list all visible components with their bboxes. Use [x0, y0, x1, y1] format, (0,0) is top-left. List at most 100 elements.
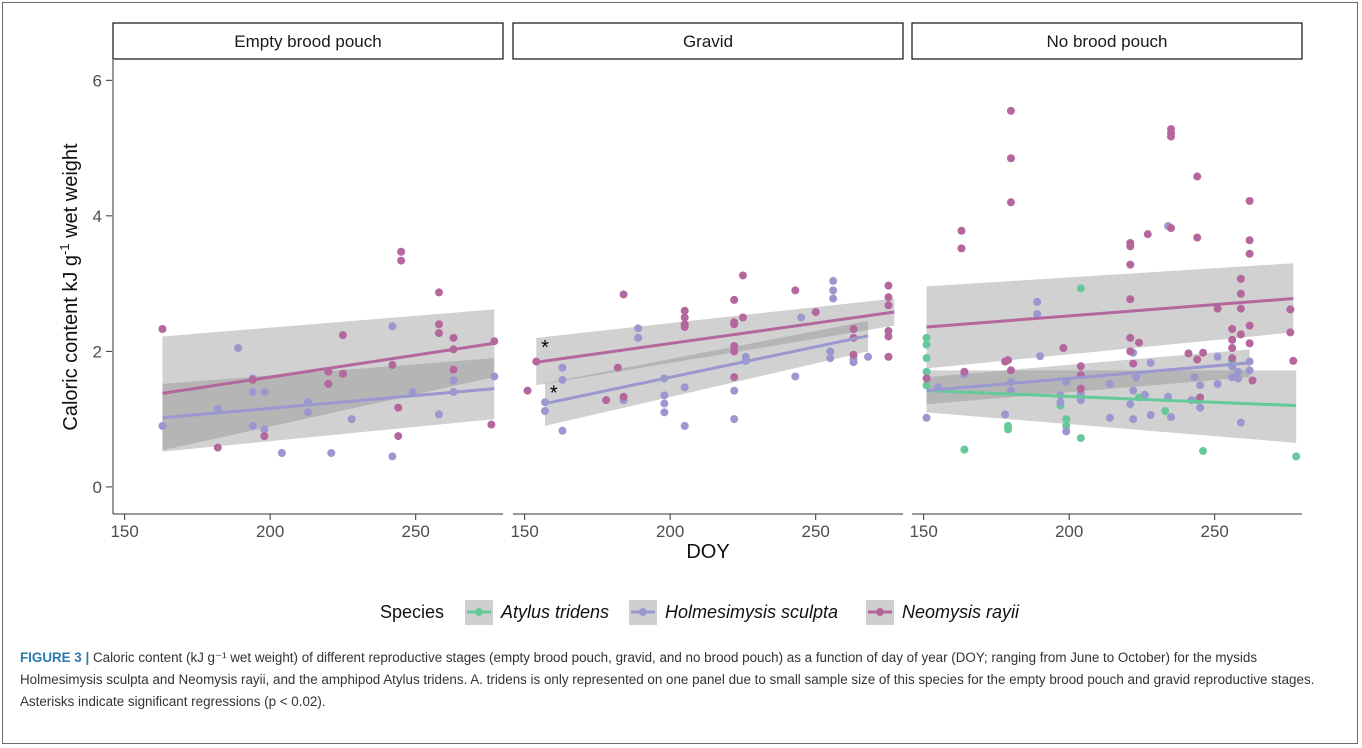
data-point	[248, 421, 257, 430]
data-point	[634, 333, 643, 342]
data-point	[730, 295, 739, 304]
legend-key-point	[475, 608, 483, 616]
data-point	[829, 276, 838, 285]
data-point	[324, 379, 333, 388]
data-point	[922, 367, 931, 376]
y-tick-label: 4	[93, 207, 102, 226]
data-point	[730, 373, 739, 382]
data-point	[277, 449, 286, 458]
data-point	[1193, 233, 1202, 242]
regression-line	[536, 310, 895, 364]
data-point	[1146, 411, 1155, 420]
data-point	[1245, 196, 1254, 205]
data-point	[960, 367, 969, 376]
x-tick-label: 250	[1200, 522, 1228, 541]
data-point	[922, 340, 931, 349]
data-point	[558, 363, 567, 372]
data-point	[1193, 172, 1202, 181]
data-point	[957, 244, 966, 253]
data-point	[1228, 335, 1237, 344]
data-point	[449, 333, 458, 342]
x-tick-label: 250	[801, 522, 829, 541]
data-point	[260, 432, 269, 441]
data-point	[1193, 355, 1202, 364]
data-point	[1076, 362, 1085, 371]
data-point	[388, 322, 397, 331]
data-point	[1233, 374, 1242, 383]
data-point	[1161, 407, 1170, 416]
significance-asterisk: *	[541, 337, 549, 359]
data-point	[1213, 304, 1222, 313]
data-point	[248, 388, 257, 397]
data-point	[960, 445, 969, 454]
y-tick-label: 0	[93, 478, 102, 497]
x-tick-label: 150	[110, 522, 138, 541]
data-point	[347, 415, 356, 424]
data-point	[634, 324, 643, 333]
data-point	[1228, 343, 1237, 352]
x-tick-label: 200	[1055, 522, 1083, 541]
data-point	[338, 331, 347, 340]
caption-label: FIGURE 3 |	[20, 650, 90, 665]
data-point	[1190, 373, 1199, 382]
data-point	[1001, 410, 1010, 419]
data-point	[338, 369, 347, 378]
data-point	[811, 308, 820, 317]
data-point	[619, 392, 628, 401]
data-point	[1004, 356, 1013, 365]
data-point	[434, 288, 443, 297]
data-point	[1006, 198, 1015, 207]
data-point	[738, 271, 747, 280]
panel-strip	[112, 22, 504, 60]
data-point	[849, 350, 858, 359]
data-point	[730, 347, 739, 356]
data-point	[158, 421, 167, 430]
data-point	[864, 352, 873, 361]
data-point	[884, 293, 893, 302]
x-tick-label: 150	[909, 522, 937, 541]
data-point	[394, 403, 403, 412]
data-point	[434, 329, 443, 338]
data-point	[397, 256, 406, 265]
data-point	[1033, 310, 1042, 319]
regression-line	[926, 361, 1250, 393]
regression-line	[926, 297, 1294, 329]
data-point	[397, 247, 406, 256]
data-point	[922, 333, 931, 342]
data-point	[1184, 349, 1193, 358]
data-point	[487, 420, 496, 429]
panel-title: Empty brood pouch	[234, 32, 381, 51]
data-point	[1126, 347, 1135, 356]
y-tick-label: 6	[93, 71, 102, 90]
regression-line	[162, 387, 495, 420]
data-point	[1126, 260, 1135, 269]
data-point	[1126, 333, 1135, 342]
data-point	[1146, 358, 1155, 367]
data-point	[884, 281, 893, 290]
data-point	[434, 320, 443, 329]
data-point	[602, 396, 611, 405]
data-point	[1236, 274, 1245, 283]
data-point	[922, 381, 931, 390]
data-point	[1167, 413, 1176, 422]
data-point	[730, 320, 739, 329]
data-point	[1132, 373, 1141, 382]
data-point	[1036, 352, 1045, 361]
y-tick-label: 2	[93, 342, 102, 361]
caption-text: Caloric content (kJ g⁻¹ wet weight) of d…	[20, 650, 1315, 709]
panel-strip	[512, 22, 904, 60]
data-point	[1289, 356, 1298, 365]
data-point	[797, 313, 806, 322]
confidence-band	[536, 298, 895, 386]
data-point	[213, 404, 222, 413]
data-point	[1062, 415, 1071, 424]
data-point	[304, 408, 312, 417]
data-point	[829, 286, 838, 295]
data-point	[1126, 400, 1135, 409]
data-point	[1213, 379, 1222, 388]
data-point	[791, 286, 800, 295]
legend-key-point	[639, 608, 647, 616]
data-point	[957, 226, 966, 235]
data-point	[388, 360, 397, 369]
regression-line	[926, 389, 1297, 408]
